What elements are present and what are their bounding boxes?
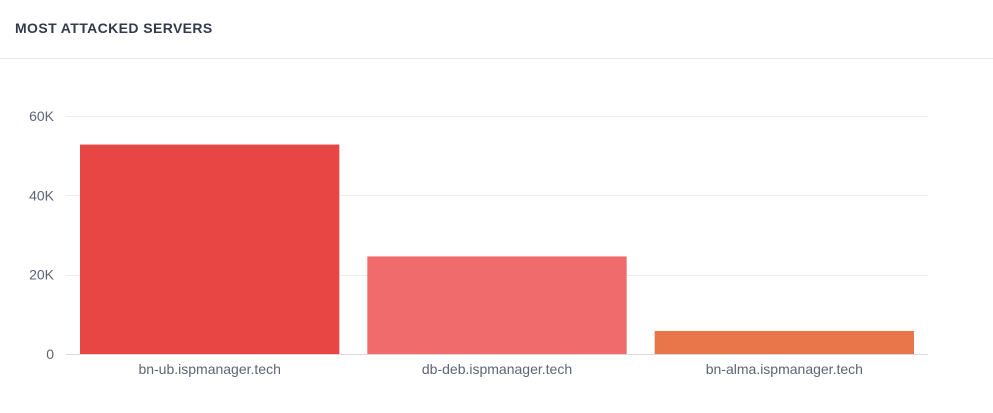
panel-title: MOST ATTACKED SERVERS	[15, 20, 213, 36]
x-category-label: db-deb.ispmanager.tech	[422, 361, 572, 377]
x-category-label: bn-ub.ispmanager.tech	[138, 361, 280, 377]
y-tick-label: 40K	[29, 187, 55, 203]
bar-bn-alma.ispmanager.tech[interactable]	[654, 330, 914, 354]
y-tick-label: 0	[46, 346, 54, 362]
y-tick-label: 60K	[29, 108, 55, 124]
bar-db-deb.ispmanager.tech[interactable]	[367, 256, 627, 354]
x-axis-category-labels: bn-ub.ispmanager.tech db-deb.ispmanager.t…	[138, 361, 862, 377]
panel-header: MOST ATTACKED SERVERS	[0, 0, 993, 59]
y-tick-label: 20K	[29, 267, 55, 283]
chart-bars	[80, 144, 914, 354]
x-category-label: bn-alma.ispmanager.tech	[706, 361, 863, 377]
bar-bn-ub.ispmanager.tech[interactable]	[80, 144, 340, 354]
y-axis-tick-labels: 0 20K 40K 60K	[29, 108, 55, 362]
